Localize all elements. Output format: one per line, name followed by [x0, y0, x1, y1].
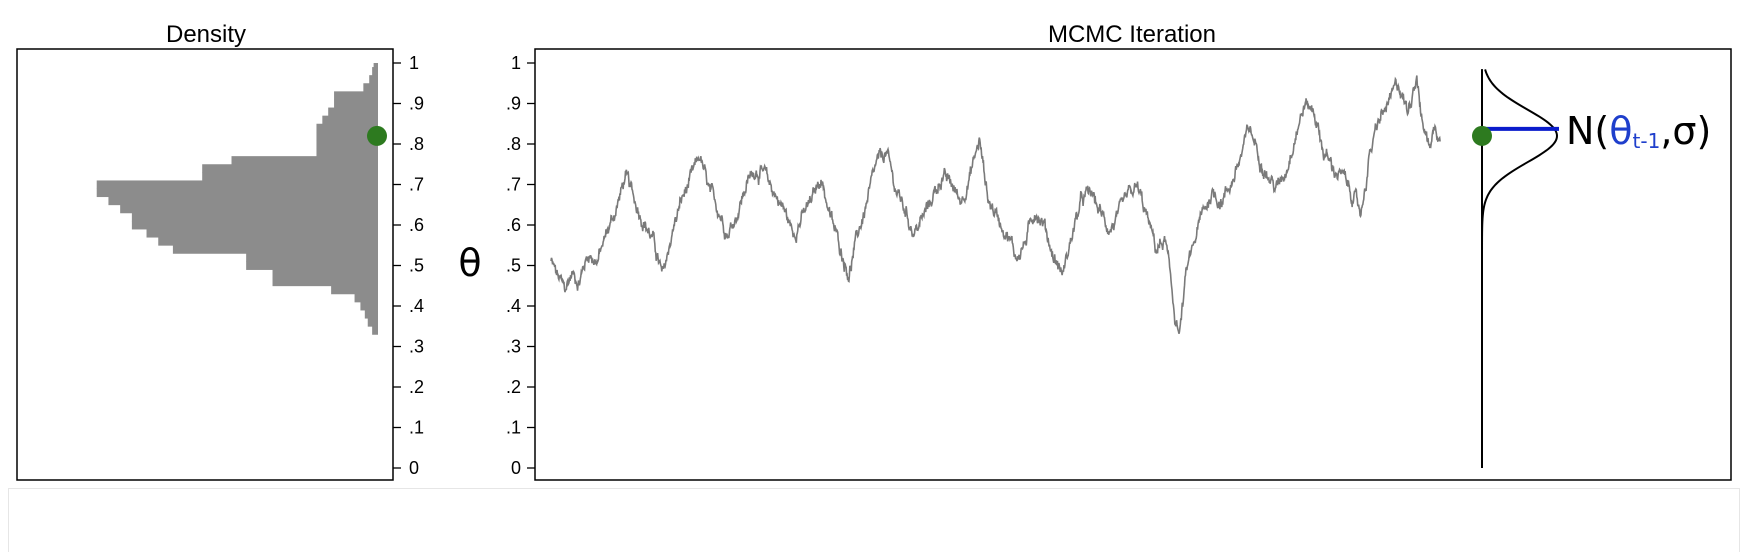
density-tick-label-8: .8 [409, 134, 424, 154]
density-bar-2 [364, 310, 378, 319]
density-bar-12 [146, 229, 378, 238]
density-bar-7 [272, 269, 378, 279]
density-bar-22 [316, 148, 378, 157]
density-bar-13 [131, 220, 378, 230]
density-bar-19 [202, 172, 378, 181]
mcmc-tick-label-0: 0 [511, 458, 521, 478]
mcmc-tick-label-3: .3 [506, 337, 521, 357]
proposal-label-prefix: N( [1566, 109, 1609, 153]
mcmc-tick-label-4: .4 [506, 296, 521, 316]
density-tick-label-9: .9 [409, 94, 424, 114]
density-bar-1 [367, 318, 378, 327]
density-tick-label-7: .7 [409, 175, 424, 195]
mcmc-tick-label-9: .9 [506, 94, 521, 114]
density-current-point [367, 125, 387, 146]
mcmc-plot-frame [534, 48, 1732, 481]
mcmc-tick-label-8: .8 [506, 134, 521, 154]
density-tick-label-5: .5 [409, 256, 424, 276]
density-bar-9 [246, 253, 378, 262]
density-bar-25 [316, 123, 378, 133]
density-bar-10 [172, 245, 378, 254]
density-bar-6 [272, 277, 378, 287]
density-tick-label-4: .4 [409, 296, 424, 316]
density-plot-frame [16, 48, 394, 481]
density-bar-20 [202, 164, 378, 173]
density-bar-8 [246, 261, 378, 270]
density-bar-4 [354, 293, 378, 303]
density-bar-24 [316, 131, 378, 141]
proposal-label-subscript: t-1 [1633, 129, 1661, 153]
density-bar-3 [360, 301, 378, 311]
mcmc-tick-label-5: .5 [506, 256, 521, 276]
trace-line [550, 75, 1441, 334]
mcmc-title: MCMC Iteration [1048, 21, 1216, 48]
density-bar-30 [363, 83, 378, 92]
density-bar-14 [131, 212, 378, 222]
density-bar-31 [369, 75, 378, 84]
chart-canvas: Density 0 .1 .2 .3 .4 .5 .6 .7 .8 .9 1 θ MCMC Iter… [16, 21, 1732, 481]
mcmc-current-point [1472, 125, 1492, 146]
density-bar-0 [372, 326, 378, 335]
density-bar-32 [372, 67, 378, 76]
density-panel: Density 0 .1 .2 .3 .4 .5 .6 .7 .8 .9 1 [16, 21, 424, 481]
density-tick-label-6: .6 [409, 215, 424, 235]
density-bar-26 [322, 115, 378, 125]
density-bar-18 [96, 180, 378, 189]
density-tick-label-0: 0 [409, 458, 419, 478]
proposal-label-mean: θ [1609, 109, 1632, 153]
density-bar-33 [373, 63, 378, 68]
proposal-label: N(θt-1,σ) [1566, 109, 1711, 153]
figure: Density 0 .1 .2 .3 .4 .5 .6 .7 .8 .9 1 θ MCMC Iter… [16, 21, 1732, 481]
mcmc-tick-label-7: .7 [506, 175, 521, 195]
mcmc-tick-label-1: .1 [506, 418, 521, 438]
density-bar-27 [328, 107, 378, 117]
mcmc-tick-label-6: .6 [506, 215, 521, 235]
mcmc-tick-label-10: 1 [511, 53, 521, 73]
density-tick-label-3: .3 [409, 337, 424, 357]
density-title: Density [166, 21, 246, 48]
density-bar-28 [334, 99, 378, 108]
density-bar-16 [108, 196, 378, 206]
density-bar-11 [158, 237, 378, 246]
density-bar-21 [231, 156, 378, 165]
density-tick-label-2: .2 [409, 377, 424, 397]
y-axis-label: θ [458, 241, 481, 285]
density-bar-29 [334, 91, 378, 100]
density-bar-15 [120, 204, 378, 214]
density-bars [96, 63, 378, 335]
proposal-label-suffix: ,σ) [1660, 109, 1711, 153]
mcmc-tick-label-2: .2 [506, 377, 521, 397]
density-bar-23 [316, 139, 378, 149]
proposal-density-curve [1481, 69, 1559, 250]
mcmc-panel: MCMC Iteration 0 .1 .2 .3 .4 .5 .6 .7 .8 .9 1 N(θt… [506, 21, 1732, 481]
density-bar-5 [331, 285, 378, 295]
density-tick-label-10: 1 [409, 53, 419, 73]
density-bar-17 [96, 188, 378, 198]
density-tick-label-1: .1 [409, 418, 424, 438]
mcmc-y-axis: 0 .1 .2 .3 .4 .5 .6 .7 .8 .9 1 [506, 53, 535, 478]
density-y-axis: 0 .1 .2 .3 .4 .5 .6 .7 .8 .9 1 [393, 53, 424, 478]
bottom-panel [8, 488, 1740, 552]
